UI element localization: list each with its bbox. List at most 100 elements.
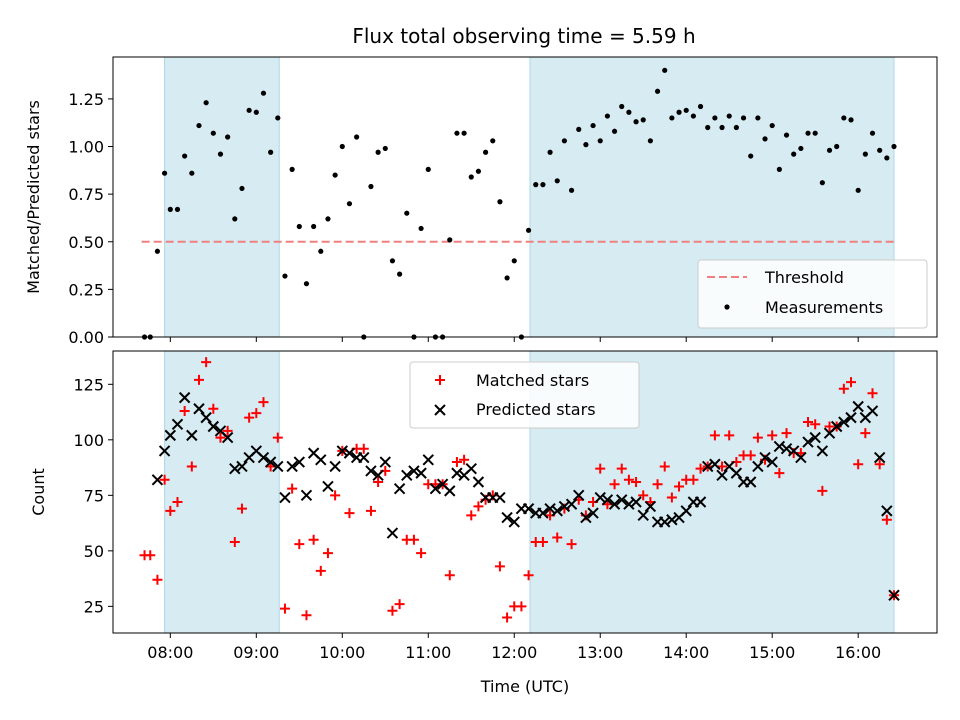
- measurement-point: [189, 170, 195, 176]
- predicted-star-point: [608, 498, 621, 510]
- measurement-point: [375, 149, 381, 155]
- predicted-star-point: [573, 489, 585, 502]
- xtick-label: 09:00: [233, 643, 279, 662]
- measurement-point: [482, 149, 489, 155]
- measurement-point: [296, 223, 302, 230]
- measurement-point: [676, 109, 682, 115]
- count-ytick-label: 100: [73, 431, 104, 450]
- predicted-star-point: [186, 429, 198, 442]
- matched-star-point: [781, 428, 792, 439]
- measurement-point: [210, 130, 216, 136]
- matched-star-point: [408, 534, 419, 545]
- measurement-point: [740, 115, 747, 121]
- predicted-star-point: [164, 429, 177, 442]
- measurement-point: [611, 128, 618, 134]
- matched-star-point: [774, 468, 785, 479]
- measurement-point: [662, 67, 668, 73]
- measurement-point: [490, 138, 496, 144]
- predicted-star-point: [544, 502, 556, 515]
- measurement-point: [733, 124, 739, 131]
- matched-star-point: [595, 463, 606, 474]
- matched-star-point: [688, 474, 699, 485]
- matched-star-point: [152, 574, 163, 585]
- matched-star-point: [767, 430, 778, 441]
- measurement-point: [547, 149, 553, 155]
- ratio-legend: Threshold Measurements: [697, 259, 928, 329]
- measurement-point: [461, 130, 467, 136]
- predicted-star-point: [773, 440, 786, 453]
- measurement-point: [260, 90, 267, 96]
- predicted-star-point: [888, 589, 900, 601]
- measurement-point: [619, 103, 625, 110]
- predicted-star-point: [236, 460, 248, 473]
- legend-threshold-label: Threshold: [764, 268, 844, 287]
- predicted-star-point: [372, 469, 384, 482]
- predicted-star-point: [393, 482, 406, 495]
- matched-star-point: [179, 405, 190, 416]
- xtick-label: 15:00: [749, 643, 795, 662]
- predicted-star-point: [221, 431, 234, 444]
- measurement-point: [174, 206, 181, 212]
- count-panel: 25 50 75 100 125 08:00 09:00 10:00 11:00 12:00 13:…: [29, 350, 938, 696]
- matched-star-point: [294, 539, 305, 550]
- matched-star-point: [473, 501, 484, 512]
- matched-star-point: [258, 397, 269, 408]
- predicted-star-point: [730, 467, 743, 479]
- predicted-star-point: [637, 509, 649, 522]
- predicted-star-point: [795, 451, 807, 464]
- matched-star-point: [236, 503, 247, 514]
- predicted-star-point: [508, 516, 520, 528]
- matched-star-point: [315, 565, 326, 576]
- measurement-point: [182, 153, 188, 159]
- measurement-point: [225, 134, 231, 140]
- matched-star-point: [394, 599, 405, 610]
- measurement-point: [583, 142, 589, 148]
- measurement-point: [389, 258, 396, 264]
- measurement-point: [289, 166, 295, 172]
- predicted-star-point: [709, 458, 721, 470]
- predicted-star-point: [501, 511, 513, 524]
- measurement-point: [884, 155, 890, 161]
- predicted-star-point: [315, 454, 327, 466]
- measurement-point: [303, 281, 310, 287]
- matched-star-point: [810, 419, 821, 430]
- ratio-shaded-interval: [164, 56, 280, 338]
- measurement-point: [533, 182, 539, 188]
- measurement-point: [246, 107, 252, 113]
- matched-star-point: [229, 536, 240, 547]
- predicted-star-point: [365, 465, 377, 477]
- measurement-point: [826, 147, 833, 153]
- predicted-star-point: [838, 416, 850, 428]
- matched-star-point: [373, 477, 384, 488]
- measurement-point: [511, 258, 517, 264]
- measurement-point: [647, 138, 653, 144]
- predicted-star-point: [666, 514, 678, 526]
- measurement-point: [311, 223, 317, 230]
- measurement-point: [597, 138, 603, 144]
- measurement-point: [719, 124, 725, 131]
- measurement-point: [841, 115, 847, 121]
- measurement-point: [812, 130, 818, 136]
- legend-measurements-swatch: [724, 304, 730, 310]
- predicted-star-point: [386, 527, 399, 539]
- count-frame: [112, 350, 938, 634]
- matched-star-point: [717, 461, 728, 472]
- legend-matched-label: Matched stars: [476, 371, 589, 390]
- xtick-label: 13:00: [577, 643, 623, 662]
- matched-star-point: [279, 603, 290, 614]
- predicted-star-point: [322, 480, 334, 493]
- matched-star-point: [244, 412, 255, 423]
- predicted-star-point: [264, 456, 277, 468]
- measurement-point: [633, 119, 639, 125]
- matched-star-point: [516, 601, 527, 612]
- matched-star-point: [193, 374, 204, 385]
- xtick-label: 16:00: [835, 643, 881, 662]
- measurement-point: [454, 130, 460, 136]
- measurement-point: [805, 130, 811, 136]
- measurement-point: [590, 122, 596, 129]
- predicted-star-point: [472, 476, 485, 488]
- count-ytick-label: 75: [84, 486, 104, 505]
- ratio-ytick-label: 1.25: [68, 90, 104, 109]
- matched-star-point: [444, 570, 455, 581]
